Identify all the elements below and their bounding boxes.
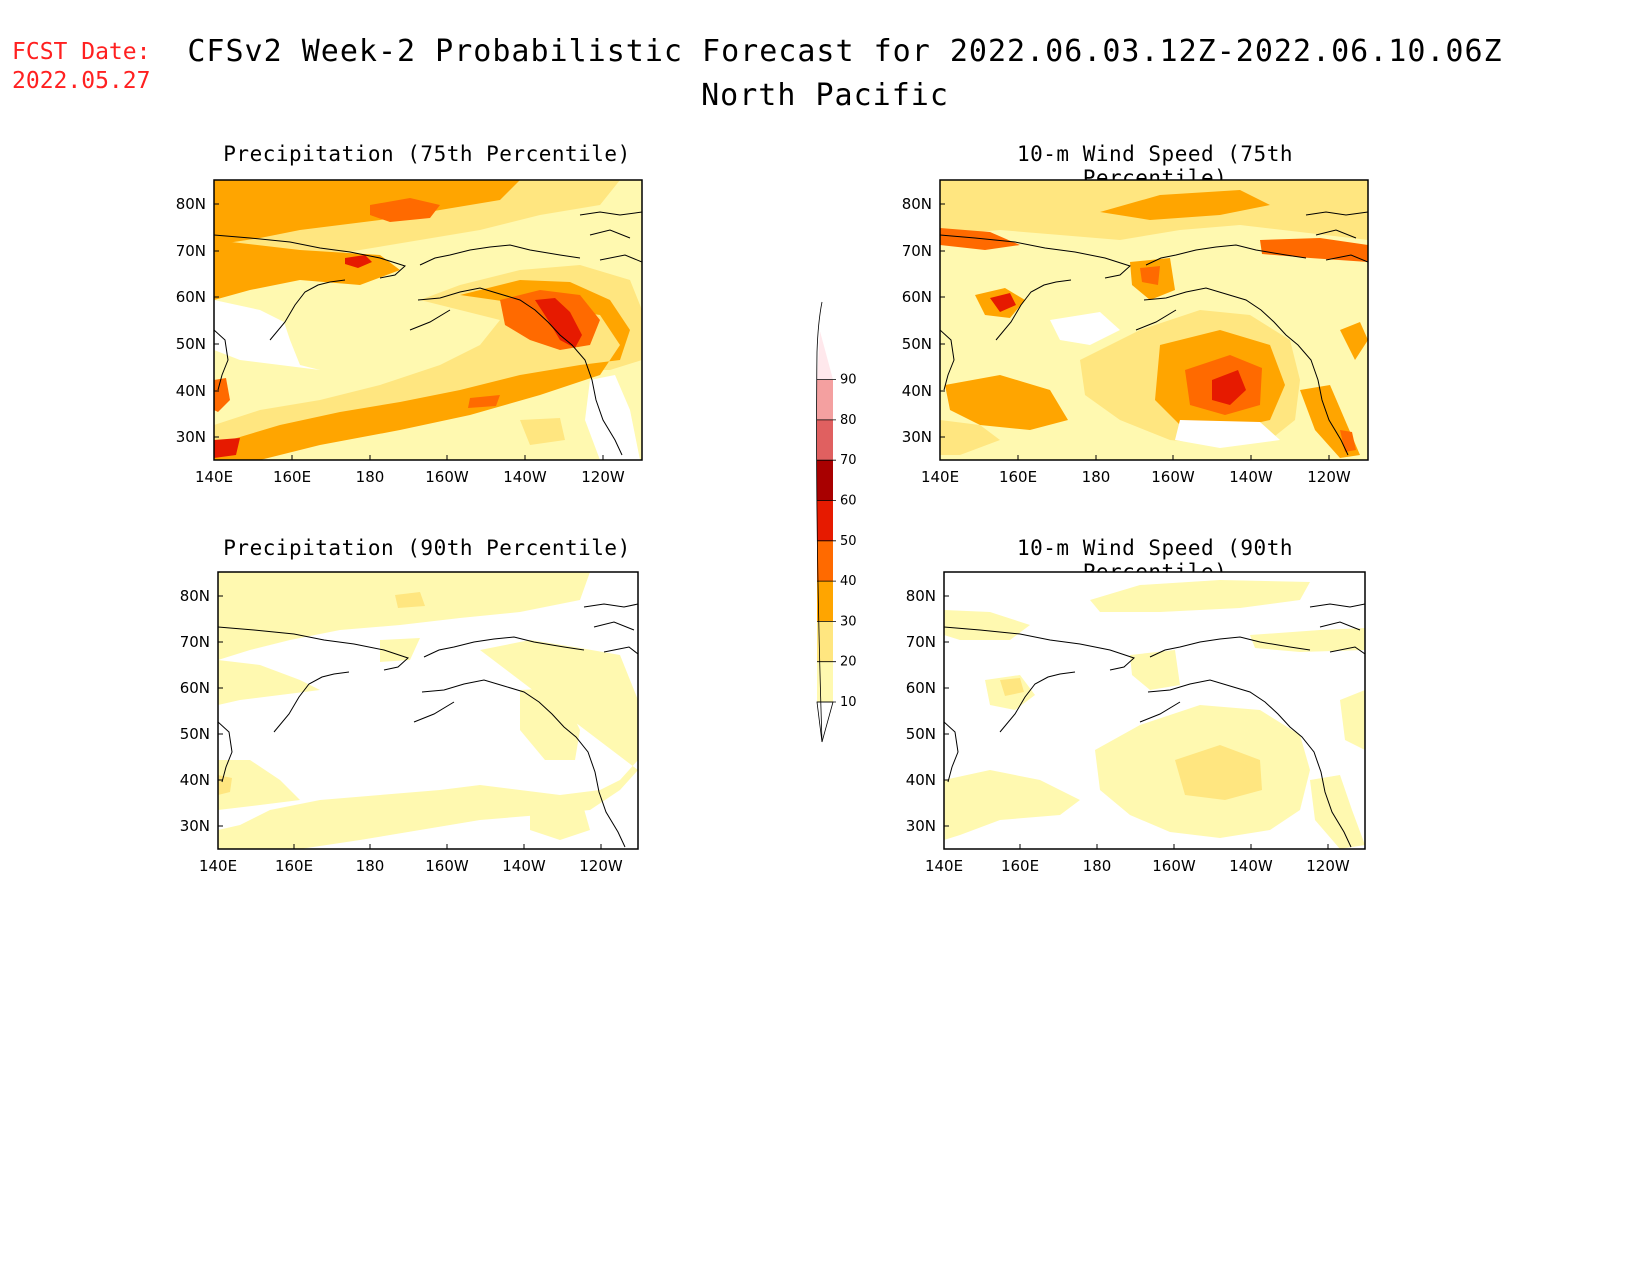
y-tick-label: 40N [902,382,932,400]
colorbar-label: 10 [840,695,857,710]
shading-wind-75 [940,180,1368,460]
y-tick-label: 60N [180,679,210,697]
x-tick-label: 180 [1082,468,1111,486]
y-tick-label: 80N [906,587,936,605]
x-tick-label: 140E [925,857,963,875]
x-tick-label: 160E [275,857,313,875]
colorbar-label: 70 [840,453,857,468]
coastline-precip-75 [214,211,642,456]
x-tick-label: 140W [1229,468,1273,486]
map-panel-wind-90 [943,571,1366,850]
y-tick-label: 30N [906,817,936,835]
x-tick-label: 180 [1083,857,1112,875]
y-tick-label: 40N [176,382,206,400]
colorbar-segment [817,540,833,582]
colorbar-segment [817,460,833,501]
forecast-date-block: FCST Date: 2022.05.27 [12,38,150,96]
title-line-2: North Pacific [701,78,949,113]
colorbar-segment [817,379,833,420]
y-tick-label: 70N [180,633,210,651]
x-tick-label: 140E [921,468,959,486]
shading-precip-90 [218,572,638,849]
y-tick-label: 30N [902,428,932,446]
colorbar-label: 60 [840,494,857,509]
y-tick-label: 50N [906,725,936,743]
y-tick-label: 60N [902,288,932,306]
x-tick-label: 140E [199,857,237,875]
y-tick-label: 60N [906,679,936,697]
x-tick-label: 120W [581,468,625,486]
colorbar: 10 20 30 40 50 60 70 80 90 [816,301,857,743]
y-tick-label: 80N [180,587,210,605]
colorbar-label: 20 [840,655,857,670]
forecast-date-label: FCST Date: [12,39,151,65]
forecast-date-value: 2022.05.27 [12,68,151,94]
shading-wind-90 [944,580,1365,849]
y-tick-label: 80N [176,195,206,213]
y-tick-label: 30N [180,817,210,835]
colorbar-edge [816,301,823,743]
y-tick-label: 70N [176,242,206,260]
y-tick-label: 50N [176,335,206,353]
x-tick-label: 180 [356,857,385,875]
y-tick-label: 40N [906,771,936,789]
coastline-precip-90 [218,603,638,848]
colorbar-label: 40 [840,574,857,589]
y-tick-label: 70N [906,633,936,651]
x-tick-label: 160W [1151,468,1195,486]
y-tick-label: 30N [176,428,206,446]
x-tick-label: 160E [1001,857,1039,875]
panel-title-precip-75: Precipitation (75th Percentile) [223,142,631,166]
page-title: CFSv2 Week-2 Probabilistic Forecast for … [0,30,1650,118]
panel-title-wind-75: 10-m Wind Speed (75th Percentile) [1016,142,1293,190]
coastline-wind-75 [940,211,1368,456]
colorbar-label: 50 [840,534,857,549]
map-panel-precip-75 [213,179,643,461]
axes-layer: 140E 160E 180 160W 140W 120W 80N 70N 60N 50N 40N 30… [176,195,1351,875]
colorbar-segment [817,621,833,662]
title-line-1: CFSv2 Week-2 Probabilistic Forecast for … [187,34,1503,69]
x-tick-label: 140E [195,468,233,486]
y-tick-label: 80N [902,195,932,213]
x-tick-label: 160W [425,468,469,486]
x-tick-label: 140W [503,468,547,486]
x-tick-label: 120W [579,857,623,875]
panel-title-precip-90: Precipitation (90th Percentile) [223,536,631,560]
y-tick-label: 50N [180,725,210,743]
x-tick-label: 120W [1307,468,1351,486]
colorbar-segment [817,419,833,461]
x-tick-label: 180 [356,468,385,486]
y-tick-label: 70N [902,242,932,260]
shading-precip-75 [214,180,642,460]
colorbar-label: 80 [840,413,857,428]
x-tick-label: 120W [1306,857,1350,875]
y-tick-label: 60N [176,288,206,306]
x-tick-label: 140W [1229,857,1273,875]
x-tick-label: 160E [999,468,1037,486]
y-tick-label: 50N [902,335,932,353]
x-tick-label: 160W [425,857,469,875]
colorbar-top-arrow [817,331,833,380]
coastline-wind-90 [944,603,1365,848]
colorbar-bottom-arrow [816,701,834,743]
colorbar-label: 30 [840,614,857,629]
colorbar-segment [817,500,833,541]
map-panel-precip-90 [217,571,639,850]
map-panel-wind-75 [939,179,1369,461]
colorbar-label: 90 [840,373,857,388]
colorbar-segment [817,661,833,702]
colorbar-segment [817,581,833,622]
x-tick-label: 160W [1152,857,1196,875]
x-tick-label: 140W [502,857,546,875]
x-tick-label: 160E [273,468,311,486]
y-tick-label: 40N [180,771,210,789]
